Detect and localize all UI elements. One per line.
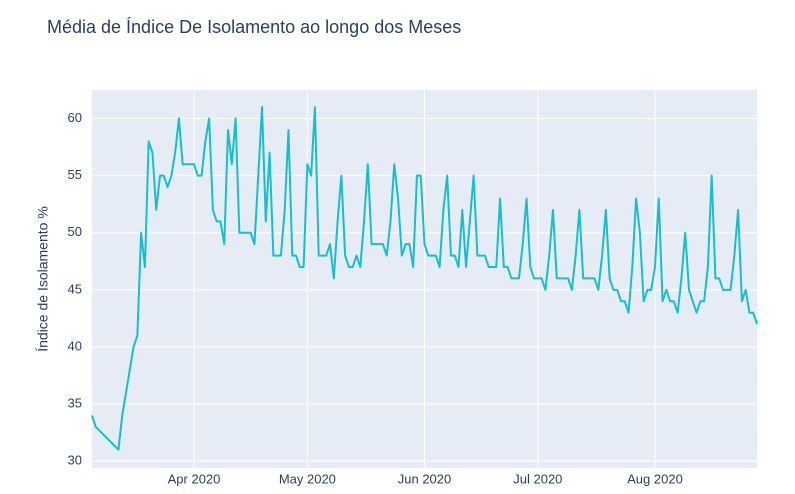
x-tick-label: May 2020 xyxy=(279,471,336,486)
x-tick-label: Jun 2020 xyxy=(398,471,452,486)
y-tick-label: 30 xyxy=(68,453,82,468)
x-tick-label: Jul 2020 xyxy=(513,471,562,486)
y-tick-label: 40 xyxy=(68,338,82,353)
x-tick-label: Aug 2020 xyxy=(627,471,683,486)
y-tick-label: 45 xyxy=(68,281,82,296)
y-tick-label: 60 xyxy=(68,110,82,125)
y-tick-label: 35 xyxy=(68,395,82,410)
y-axis-title: Índice de Isolamento % xyxy=(35,206,51,352)
x-tick-label: Apr 2020 xyxy=(168,471,221,486)
data-line xyxy=(91,106,758,451)
chart-title: Média de Índice De Isolamento ao longo d… xyxy=(47,17,461,37)
y-tick-label: 50 xyxy=(68,224,82,239)
y-tick-label: 55 xyxy=(68,167,82,182)
